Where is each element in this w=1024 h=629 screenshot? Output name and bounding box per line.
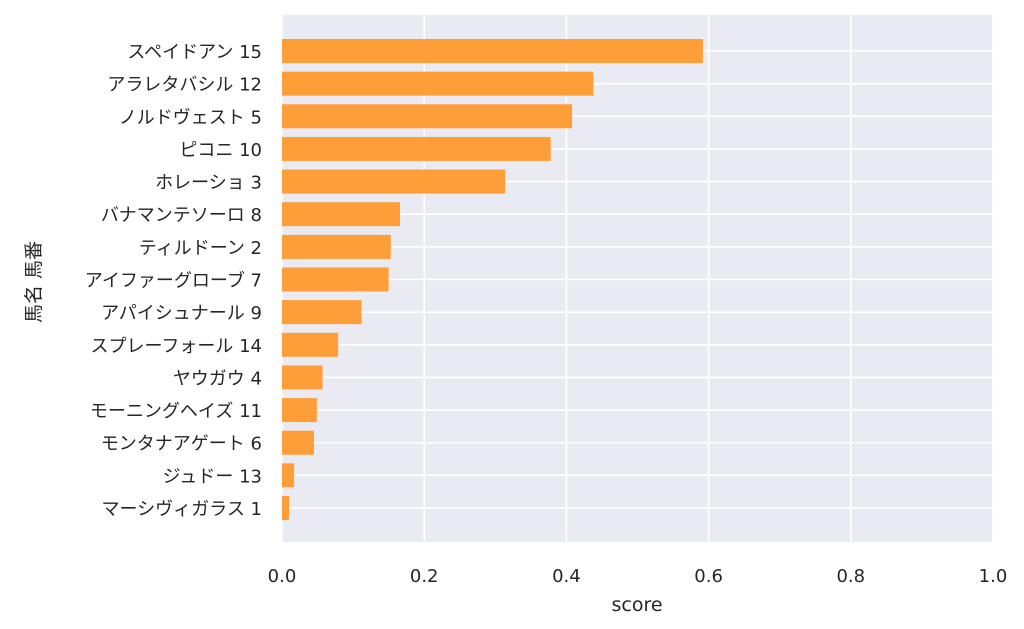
y-tick-labels: スペイドアン 15 アラレタバシル 12 ノルドヴェスト 5 ピコニ 10 ホレーショ … <box>85 42 262 520</box>
x-tick-label: 0.8 <box>836 566 865 587</box>
y-tick-label: スプレーフォール 14 <box>90 336 262 357</box>
bar <box>282 136 551 161</box>
y-tick-label: ホレーショ 3 <box>155 173 262 194</box>
bar <box>282 71 594 96</box>
bar <box>282 267 389 292</box>
y-tick-label: モンタナアゲート 6 <box>101 434 262 455</box>
x-tick-label: 0.2 <box>410 566 439 587</box>
y-tick-label: アパイシュナール 9 <box>101 303 262 324</box>
bar <box>282 104 573 129</box>
plot-background <box>282 15 993 542</box>
y-tick-label: ティルドーン 2 <box>139 238 262 259</box>
y-tick-label: スペイドアン 15 <box>127 42 262 63</box>
y-axis-label: 馬名 馬番 <box>23 241 45 323</box>
bar <box>282 496 290 520</box>
x-tick-label: 0.0 <box>268 566 297 587</box>
y-tick-label: ヤウガウ 4 <box>173 368 262 389</box>
bar <box>282 234 391 259</box>
y-tick-label: アラレタバシル 12 <box>107 75 262 96</box>
bar <box>282 169 506 194</box>
bar <box>282 365 323 390</box>
y-tick-label: マーシヴィガラス 1 <box>102 499 262 520</box>
y-tick-label: モーニングヘイズ 11 <box>90 401 262 422</box>
bar <box>282 463 295 488</box>
y-tick-label: バナマンテソーロ 8 <box>101 205 262 226</box>
bar <box>282 202 401 227</box>
bars <box>282 39 703 520</box>
y-tick-label: アイファーグローブ 7 <box>85 270 262 292</box>
y-tick-label: ピコニ 10 <box>179 140 262 161</box>
x-tick-label: 0.6 <box>694 566 723 587</box>
x-tick-labels: 0.0 0.2 0.4 0.6 0.8 1.0 <box>268 566 1008 587</box>
y-tick-label: ジュドー 13 <box>163 466 262 487</box>
bar <box>282 300 362 325</box>
bar <box>282 430 314 455</box>
x-tick-label: 1.0 <box>979 566 1008 587</box>
y-tick-label: ノルドヴェスト 5 <box>119 107 262 128</box>
bar <box>282 39 703 63</box>
x-tick-label: 0.4 <box>552 566 581 587</box>
x-axis-label: score <box>611 594 662 616</box>
bar <box>282 332 339 357</box>
bar <box>282 398 317 423</box>
